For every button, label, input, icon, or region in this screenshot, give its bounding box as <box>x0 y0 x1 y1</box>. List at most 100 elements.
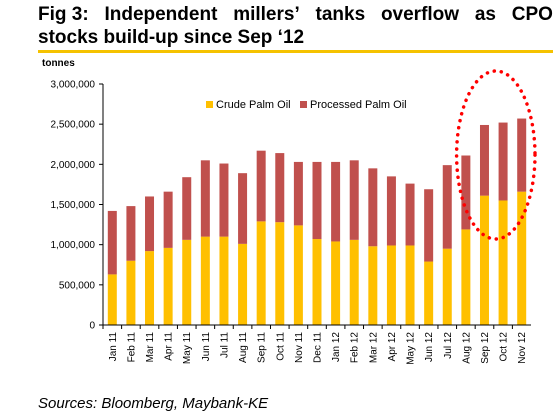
y-tick-label: 3,000,000 <box>51 80 96 91</box>
title-divider <box>38 50 553 53</box>
bar-crude-palm-oil <box>256 221 266 325</box>
x-tick-label: Nov 11 <box>294 332 305 363</box>
x-tick-label: Jan 12 <box>331 332 342 362</box>
x-tick-label: Feb 12 <box>350 332 361 364</box>
x-tick-label: Oct 12 <box>499 332 510 362</box>
bar-processed-palm-oil <box>331 161 341 242</box>
bar-crude-palm-oil <box>293 225 303 325</box>
x-tick-label: Aug 12 <box>461 332 472 364</box>
bar-crude-palm-oil <box>163 247 173 325</box>
x-tick-label: Oct 11 <box>275 332 286 361</box>
bar-crude-palm-oil <box>312 239 322 325</box>
bar-crude-palm-oil <box>107 274 117 325</box>
bar-crude-palm-oil <box>479 195 489 325</box>
bar-processed-palm-oil <box>200 160 210 237</box>
y-tick-label: 2,500,000 <box>51 120 96 131</box>
bar-processed-palm-oil <box>145 196 155 252</box>
bar-crude-palm-oil <box>182 239 192 325</box>
bar-processed-palm-oil <box>107 210 117 275</box>
y-tick-label: 500,000 <box>59 280 96 291</box>
bar-processed-palm-oil <box>275 153 285 223</box>
x-tick-label: Apr 12 <box>387 332 398 362</box>
bar-crude-palm-oil <box>145 251 155 325</box>
bar-crude-palm-oil <box>275 222 285 325</box>
figure-title-line-1: Fig 3: Independent millers’ tanks overfl… <box>38 3 553 26</box>
bar-processed-palm-oil <box>349 160 359 240</box>
bar-crude-palm-oil <box>424 261 434 325</box>
bar-crude-palm-oil <box>219 236 229 325</box>
title-word: overflow <box>380 4 460 25</box>
y-tick-label: 2,000,000 <box>51 160 96 171</box>
bar-processed-palm-oil <box>424 189 434 262</box>
bar-processed-palm-oil <box>256 150 266 222</box>
bar-processed-palm-oil <box>312 161 322 240</box>
stacked-bar-chart: tonnes 0 500,000 1,000,000 1,500,000 2,000,0… <box>42 58 537 365</box>
bar-crude-palm-oil <box>200 236 210 325</box>
title-word: CPO <box>511 4 553 25</box>
bar-processed-palm-oil <box>461 155 471 230</box>
bar-processed-palm-oil <box>517 118 527 192</box>
x-axis-ticks: Jan 11 Feb 11 Mar 11 Apr 11 May 11 Jun 11 Jul … <box>102 325 528 365</box>
title-word: tanks <box>315 4 366 25</box>
x-tick-label: Sep 12 <box>480 332 491 364</box>
bar-processed-palm-oil <box>219 163 229 237</box>
bar-processed-palm-oil <box>479 124 489 196</box>
bar-crude-palm-oil <box>405 245 415 325</box>
bar-crude-palm-oil <box>238 243 248 325</box>
source-note: Sources: Bloomberg, Maybank-KE <box>38 395 269 412</box>
y-tick-label: 1,500,000 <box>51 200 96 211</box>
bar-processed-palm-oil <box>163 191 173 248</box>
bar-crude-palm-oil <box>498 200 508 325</box>
bar-crude-palm-oil <box>349 239 359 325</box>
bar-crude-palm-oil <box>386 245 396 325</box>
x-tick-label: Mar 11 <box>145 332 156 363</box>
title-word: as <box>474 4 496 25</box>
y-tick-label: 0 <box>89 321 95 332</box>
bar-processed-palm-oil <box>126 206 136 261</box>
bar-series <box>107 118 527 325</box>
y-axis-label: tonnes <box>42 58 75 69</box>
bar-processed-palm-oil <box>182 177 192 240</box>
legend-label: Processed Palm Oil <box>310 99 407 111</box>
x-tick-label: Sep 11 <box>257 332 268 363</box>
legend-label: Crude Palm Oil <box>216 99 291 111</box>
bar-processed-palm-oil <box>368 168 378 247</box>
legend-swatch <box>206 101 213 108</box>
title-word: millers’ <box>233 4 300 25</box>
bar-processed-palm-oil <box>293 161 303 226</box>
bar-processed-palm-oil <box>405 183 415 246</box>
x-tick-label: Jun 12 <box>424 332 435 362</box>
bar-crude-palm-oil <box>331 241 341 325</box>
x-tick-label: Dec 11 <box>313 332 324 363</box>
x-tick-label: Aug 11 <box>238 332 249 363</box>
x-tick-label: Jul 12 <box>443 332 454 359</box>
bar-processed-palm-oil <box>238 173 248 244</box>
figure-title-line-2: stocks build-up since Sep ‘12 <box>38 27 305 48</box>
x-tick-label: May 11 <box>182 332 193 364</box>
bar-processed-palm-oil <box>386 176 396 246</box>
bar-crude-palm-oil <box>517 191 527 325</box>
bar-crude-palm-oil <box>368 246 378 325</box>
legend-swatch <box>300 101 307 108</box>
bar-processed-palm-oil <box>442 165 452 249</box>
x-tick-label: Feb 11 <box>126 332 137 363</box>
legend: Crude Palm Oil Processed Palm Oil <box>206 99 407 111</box>
x-tick-label: May 12 <box>406 332 417 365</box>
title-word: Independent <box>104 4 218 25</box>
x-tick-label: Jun 11 <box>201 332 212 362</box>
figure-title: Fig 3: Independent millers’ tanks overfl… <box>38 3 553 49</box>
x-tick-label: Apr 11 <box>164 332 175 361</box>
bar-crude-palm-oil <box>461 229 471 325</box>
title-word: Fig 3: <box>38 4 89 25</box>
axes <box>102 84 531 326</box>
bar-crude-palm-oil <box>442 248 452 325</box>
x-tick-label: Nov 12 <box>517 332 528 364</box>
bar-crude-palm-oil <box>126 260 136 325</box>
y-axis-ticks: 0 500,000 1,000,000 1,500,000 2,000,000 2,500… <box>51 80 103 332</box>
x-tick-label: Jan 11 <box>108 332 119 362</box>
x-tick-label: Jul 11 <box>219 332 230 358</box>
y-tick-label: 1,000,000 <box>51 240 96 251</box>
x-tick-label: Mar 12 <box>368 332 379 364</box>
highlight-ellipse <box>454 69 537 241</box>
bar-processed-palm-oil <box>498 122 508 201</box>
